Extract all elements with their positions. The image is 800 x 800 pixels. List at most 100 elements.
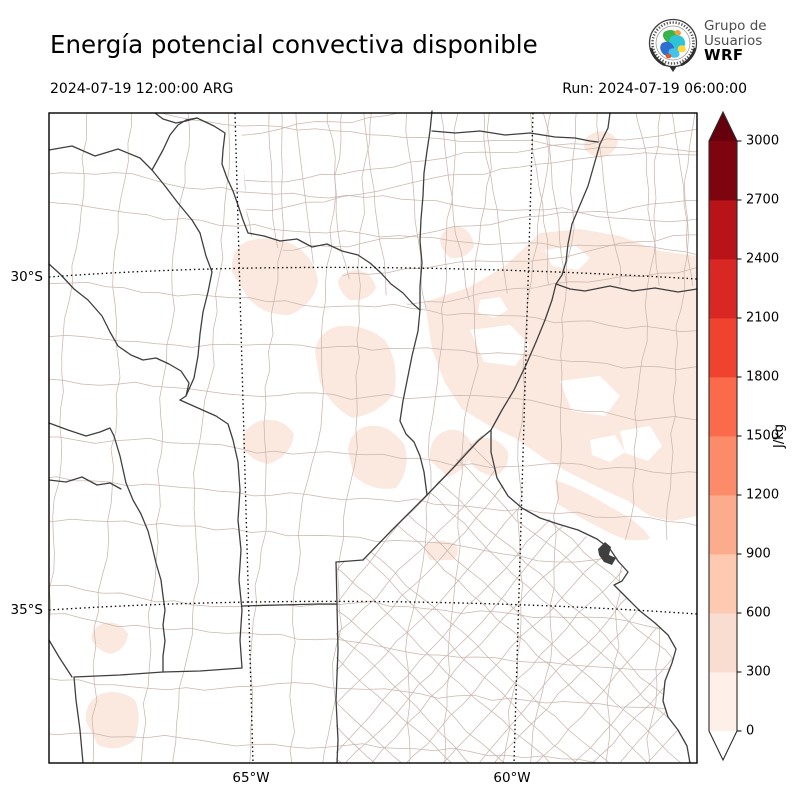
- province-border: [48, 145, 201, 234]
- department-boundary-line: [305, 113, 379, 310]
- department-boundary-line: [49, 360, 697, 425]
- department-boundary-line: [336, 554, 567, 763]
- department-boundary-line: [497, 550, 690, 763]
- department-boundary-line: [336, 430, 621, 711]
- colorbar-segment: [709, 436, 737, 496]
- cape-shading-blob: [348, 425, 407, 489]
- department-boundary-line: [0, 0, 800, 9]
- cape-shading-blob: [440, 226, 474, 259]
- department-boundary-line: [426, 113, 493, 310]
- colorbar-segment: [709, 141, 737, 201]
- cape-shading-blob: [424, 540, 458, 560]
- logo-model-field-art: [660, 30, 686, 59]
- department-boundary-line: [240, 113, 283, 310]
- province-border: [335, 561, 339, 764]
- cape-shading-blob: [91, 622, 128, 654]
- colorbar-segment: [709, 377, 737, 437]
- department-boundary-line: [349, 113, 413, 310]
- logo-text: Grupo de Usuarios WRF: [704, 19, 767, 63]
- province-border: [241, 603, 338, 607]
- water-area: [614, 540, 697, 763]
- department-mesh: [240, 113, 697, 310]
- cape-shading-blob: [673, 420, 697, 468]
- department-boundary-line: [756, 0, 800, 800]
- department-boundary-line: [49, 268, 697, 335]
- graticule-line: [513, 112, 534, 764]
- department-boundary-line: [49, 158, 697, 233]
- province-border: [555, 112, 611, 285]
- colorbar-segment: [709, 318, 737, 378]
- colorbar-tick-label: 900: [746, 547, 771, 562]
- colorbar-tick-label: 1200: [746, 488, 779, 503]
- province-border: [196, 117, 265, 237]
- department-boundary-line: [489, 113, 560, 763]
- province-border: [419, 110, 433, 311]
- department-boundary-line: [527, 113, 588, 310]
- cape-shading-hole: [478, 297, 508, 318]
- wrf-users-group-logo: [648, 18, 698, 72]
- province-border: [151, 117, 198, 171]
- colorbar-segment: [709, 554, 737, 614]
- province-border: [362, 429, 492, 561]
- logo-laurel-left: [649, 47, 666, 67]
- department-boundary-line: [411, 471, 690, 763]
- department-boundary-line: [385, 113, 469, 763]
- logo-ribbon: [669, 66, 677, 72]
- colorbar: 0 300 600 900 1200 1500 1800 2100 2400 2700 3000 J/…: [708, 110, 787, 762]
- colorbar-tick-label: 2700: [746, 193, 779, 208]
- department-boundary-line: [382, 113, 461, 310]
- department-boundary-line: [244, 113, 317, 310]
- department-boundary-line: [402, 458, 690, 763]
- colorbar-tick-label: 600: [746, 606, 771, 621]
- department-boundary-line: [49, 113, 100, 763]
- province-border: [48, 422, 166, 673]
- province-border: [73, 667, 243, 764]
- province-border: [399, 309, 428, 496]
- y-axis-label: 35°S: [11, 602, 44, 618]
- cape-shading-hole: [590, 435, 625, 462]
- colorbar-segment: [709, 613, 737, 673]
- colorbar-over-arrow: [709, 112, 737, 141]
- department-boundary-line: [336, 430, 600, 699]
- colorbar-tick-label: 0: [746, 724, 754, 739]
- department-boundary-line: [435, 113, 505, 763]
- province-border: [48, 476, 122, 490]
- colorbar-segment: [709, 495, 737, 555]
- department-boundary-line: [463, 113, 531, 310]
- department-boundary-line: [308, 113, 392, 763]
- department-boundary-line: [240, 125, 697, 188]
- cape-shading-blob: [338, 270, 376, 301]
- logo-text-line2: Usuarios: [704, 32, 763, 49]
- department-boundary-line: [336, 573, 551, 763]
- colorbar-tick-label: 2100: [746, 311, 779, 326]
- department-boundary-line: [336, 509, 618, 763]
- department-boundary-line: [0, 42, 800, 112]
- cape-shading-hole: [560, 376, 620, 416]
- colorbar-tick-label: 1800: [746, 370, 779, 385]
- colorbar-unit-label: J/kg: [772, 424, 787, 449]
- department-boundary-line: [278, 113, 343, 310]
- department-boundary-line: [336, 430, 632, 728]
- department-boundary-line: [336, 485, 635, 763]
- colorbar-under-arrow: [709, 731, 737, 760]
- department-boundary-line: [336, 523, 597, 763]
- valid-datetime: 2024-07-19 12:00:00 ARG: [50, 81, 234, 97]
- cape-shading-blob: [231, 238, 318, 316]
- department-boundary-line: [522, 113, 597, 763]
- y-axis-label: 30°S: [11, 269, 44, 285]
- cape-shading-hole: [620, 426, 662, 461]
- department-boundary-line: [434, 488, 690, 763]
- cape-shading-hole: [470, 325, 530, 366]
- province-border: [431, 130, 599, 143]
- graticule-line: [234, 112, 254, 764]
- colorbar-tick-label: 300: [746, 665, 771, 680]
- department-boundary-line: [502, 113, 573, 310]
- logo-text-line1: Grupo de: [704, 18, 767, 34]
- colorbar-segment: [709, 259, 737, 319]
- cape-shading-blob: [583, 131, 618, 158]
- logo-rim-text-ring: [651, 21, 695, 65]
- department-boundary-line: [240, 148, 697, 218]
- department-boundary-line: [49, 422, 697, 488]
- province-border: [335, 559, 364, 563]
- colorbar-tick-label: 3000: [746, 134, 779, 149]
